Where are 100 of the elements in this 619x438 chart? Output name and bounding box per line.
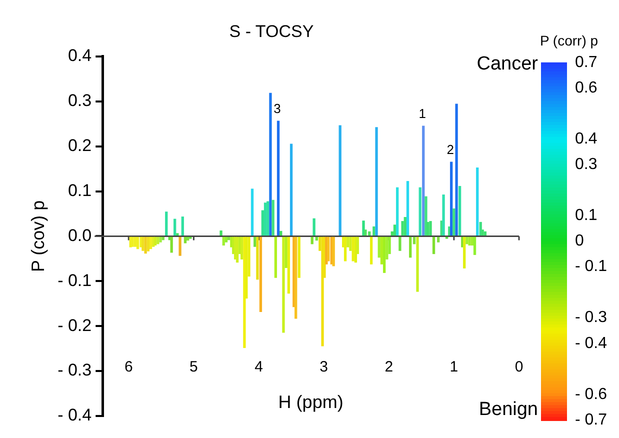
bar [476, 168, 479, 236]
y-tick-label: - 0.3 [58, 360, 92, 380]
bar [396, 187, 399, 236]
bar [356, 236, 359, 254]
bar [144, 236, 147, 254]
bar [442, 194, 445, 236]
bar [186, 236, 190, 241]
annotation: 3 [274, 101, 281, 116]
annotation: 1 [418, 106, 426, 122]
color-bar-label: 0.1 [575, 207, 598, 224]
bar [170, 236, 173, 253]
bar [382, 236, 386, 273]
bar [254, 236, 256, 247]
y-tick-label: 0.1 [68, 180, 92, 200]
bar [473, 236, 476, 255]
bar [370, 236, 373, 264]
bar [380, 236, 384, 264]
bar [429, 221, 432, 236]
color-bar-label: 0.3 [575, 156, 598, 173]
bar [156, 236, 160, 244]
bar [468, 236, 471, 246]
bar [346, 236, 350, 248]
bar [240, 236, 244, 260]
bar [386, 236, 388, 260]
y-tick-label: - 0.1 [58, 270, 92, 290]
bar [290, 144, 293, 236]
bar [149, 236, 152, 250]
color-bar-label: - 0.7 [575, 411, 608, 428]
bar [364, 230, 367, 236]
x-axis-title: H (ppm) [278, 392, 344, 412]
bar [178, 236, 182, 256]
bar [393, 224, 396, 236]
bar [436, 236, 440, 242]
y-axis-title: P (cov) p [28, 200, 48, 272]
bar [388, 236, 391, 254]
bar [481, 230, 484, 236]
bar [375, 127, 378, 236]
bar [416, 236, 419, 292]
y-tick-label: 0.0 [68, 226, 92, 245]
bar [404, 216, 406, 236]
bar [224, 236, 228, 242]
bar [236, 236, 239, 263]
bar [220, 230, 222, 236]
bar [409, 236, 412, 258]
bar [349, 236, 352, 251]
bar [243, 236, 246, 348]
bar [264, 202, 267, 236]
bar [146, 236, 150, 252]
color-bar-label: 0.7 [575, 54, 598, 71]
annotation: Cancer [476, 54, 539, 75]
x-tick-label: 1 [450, 358, 458, 376]
bar [378, 236, 380, 258]
bar [401, 221, 404, 236]
bar [176, 233, 179, 236]
bar [284, 236, 288, 268]
color-bar-label: - 0.1 [575, 258, 608, 276]
bar [310, 236, 314, 244]
y-tick-label: - 0.2 [58, 316, 92, 335]
color-bar-label: - 0.6 [575, 386, 608, 403]
bar [136, 236, 140, 250]
bar [256, 236, 259, 280]
y-tick-label: - 0.4 [58, 406, 92, 425]
bar [142, 236, 144, 251]
bar [418, 187, 422, 236]
bar [165, 212, 168, 236]
bar [321, 236, 324, 346]
bar [184, 236, 187, 244]
bar [424, 196, 428, 236]
bar [222, 236, 225, 246]
x-tick-label: 5 [190, 358, 198, 376]
bar [259, 236, 262, 312]
y-tick-label: 0.4 [68, 46, 92, 66]
color-bar-label: 0 [575, 232, 584, 250]
bar [261, 210, 264, 236]
bar [294, 236, 298, 319]
bar [390, 231, 394, 236]
bar [287, 236, 290, 294]
bar [466, 236, 468, 244]
x-tick-label: 0 [514, 358, 524, 376]
bar [274, 236, 278, 278]
x-tick-label: 2 [384, 358, 394, 376]
bar [372, 226, 376, 236]
y-tick-label: 0.3 [68, 91, 92, 110]
bar [362, 220, 365, 236]
bar [276, 120, 280, 236]
annotation: 2 [446, 142, 454, 158]
color-bar-label: 0.6 [575, 79, 598, 96]
bar [327, 236, 330, 262]
bar [352, 236, 354, 262]
color-bar-title: P (corr) p [540, 32, 598, 48]
bar [368, 231, 371, 236]
bar [312, 218, 316, 236]
color-bar-label: 0.4 [575, 130, 598, 148]
bar [272, 200, 274, 236]
bar [458, 186, 462, 236]
y-tick-label: 0.2 [68, 136, 92, 155]
bar [315, 236, 318, 241]
bar [452, 208, 456, 236]
x-tick-label: 4 [254, 358, 263, 376]
bar [463, 236, 466, 268]
